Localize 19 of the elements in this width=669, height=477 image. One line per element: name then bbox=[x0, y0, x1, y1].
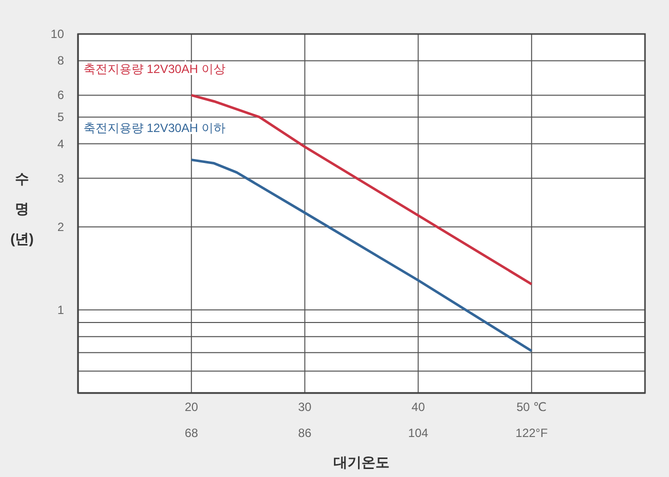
y-tick-label: 10 bbox=[50, 27, 64, 41]
y-axis-title: 수 명 (년) bbox=[10, 170, 34, 246]
y-tick-label: 4 bbox=[57, 136, 64, 151]
x-tick-label: 40 bbox=[412, 400, 426, 414]
y-tick-label: 5 bbox=[57, 110, 64, 124]
y-tick-label: 1 bbox=[57, 302, 64, 317]
y-tick-label: 8 bbox=[57, 54, 64, 68]
x2-tick-label: 68 bbox=[184, 426, 198, 440]
x-axis-title: 대기온도 bbox=[334, 454, 390, 470]
x2-tick-label: 104 bbox=[408, 426, 429, 440]
x-tick-label: 30 bbox=[298, 400, 312, 414]
x-tick-label: 50 ℃ bbox=[516, 400, 547, 414]
x2-tick-label: 86 bbox=[298, 426, 312, 440]
x2-tick-label: 122°F bbox=[516, 426, 548, 440]
y-tick-label: 2 bbox=[57, 220, 64, 234]
y-tick-label: 6 bbox=[57, 88, 64, 102]
x-tick-label: 20 bbox=[184, 400, 198, 414]
y-tick-label: 3 bbox=[57, 171, 64, 186]
line-series bbox=[190, 158, 533, 352]
